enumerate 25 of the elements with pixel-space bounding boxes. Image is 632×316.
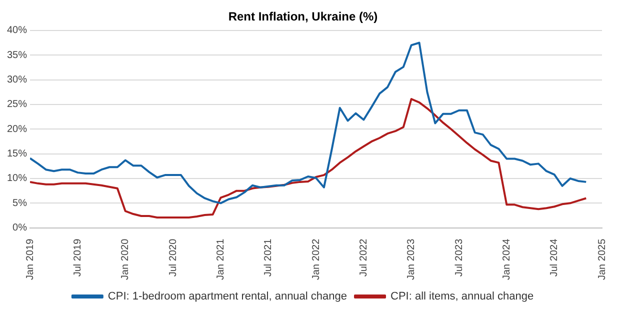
legend-label: CPI: all items, annual change (390, 290, 534, 303)
x-tick-label: Jul 2022 (358, 238, 370, 277)
y-tick-label: 25% (7, 99, 28, 110)
y-tick-label: 15% (7, 148, 28, 160)
x-tick-label: Jan 2023 (406, 238, 418, 280)
chart-title: Rent Inflation, Ukraine (%) (228, 10, 378, 24)
y-tick-label: 0% (12, 222, 28, 234)
x-tick-label: Jan 2024 (501, 238, 512, 280)
x-tick-label: Jul 2019 (72, 238, 84, 277)
x-tick-label: Jan 2025 (596, 238, 608, 280)
legend-label: CPI: 1-bedroom apartment rental, annual change (108, 290, 348, 303)
x-tick-label: Jan 2020 (120, 238, 132, 280)
x-tick-label: Jan 2021 (215, 238, 226, 280)
y-tick-label: 10% (7, 173, 28, 184)
y-tick-label: 40% (7, 25, 28, 36)
x-tick-label: Jul 2021 (263, 238, 274, 277)
y-tick-label: 30% (7, 74, 28, 86)
x-tick-label: Jul 2023 (454, 238, 465, 277)
x-tick-label: Jan 2022 (310, 238, 322, 280)
x-tick-label: Jan 2019 (24, 238, 36, 280)
x-tick-label: Jul 2020 (168, 238, 179, 277)
y-tick-label: 5% (12, 198, 28, 209)
x-tick-label: Jul 2024 (549, 238, 560, 277)
y-tick-label: 20% (7, 124, 28, 135)
y-tick-label: 35% (7, 50, 28, 61)
